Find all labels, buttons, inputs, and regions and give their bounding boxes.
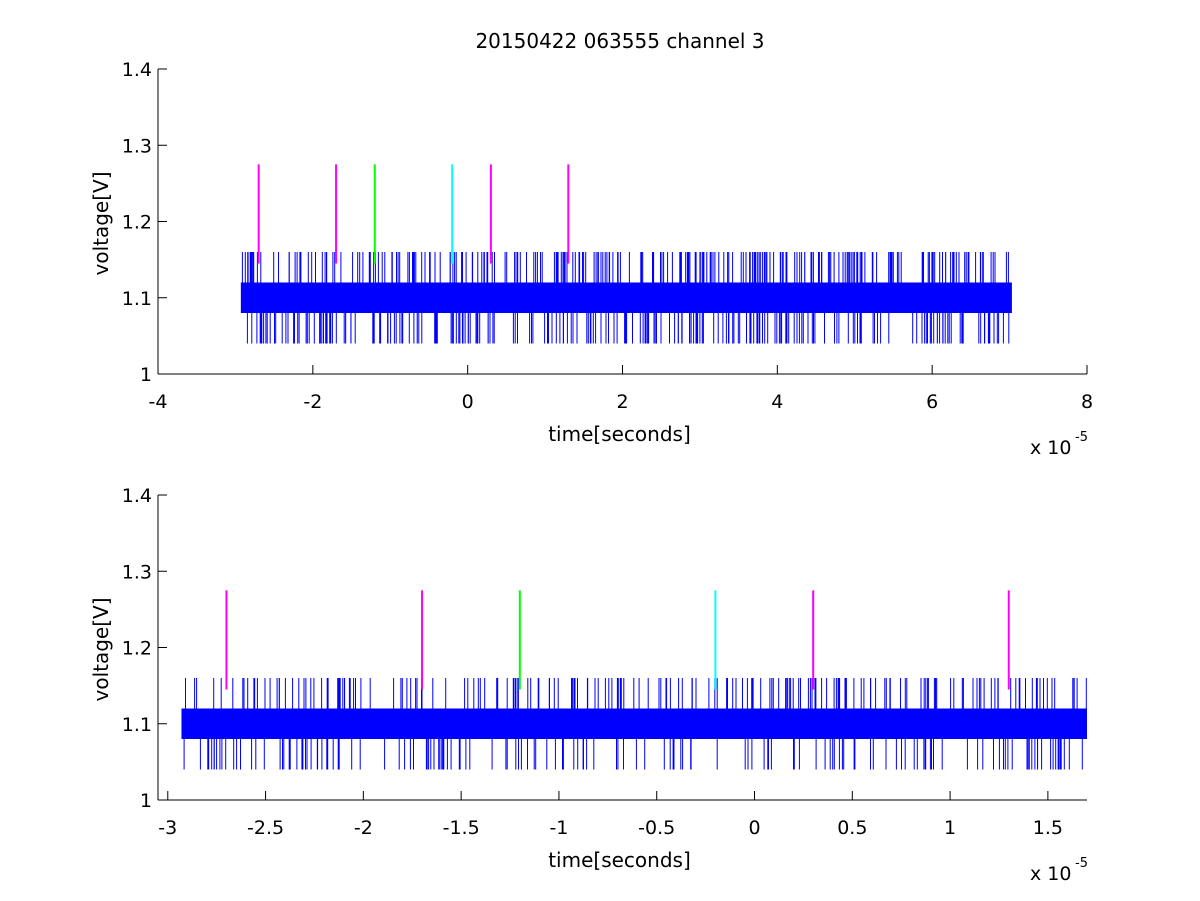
bottom-signal-band <box>181 708 1087 739</box>
top-x-multiplier: x 10 <box>1030 437 1071 459</box>
top-x-tick-label: 4 <box>771 391 783 413</box>
top-x-tick-label: 8 <box>1081 391 1093 413</box>
top-y-axis-label: voltage[V] <box>89 171 113 275</box>
bottom-x-tick-label: 0.5 <box>837 817 867 839</box>
top-x-tick-label: 2 <box>616 391 628 413</box>
bottom-y-axis-label: voltage[V] <box>89 597 113 701</box>
top-x-multiplier-exponent: -5 <box>1075 430 1088 445</box>
top-x-tick-label: -4 <box>149 391 168 413</box>
bottom-subplot: 1 1.1 1.2 1.3 1.4 -3 -2.5 -2 -1.5 -1 -0.5 0 0.5 1 1.5 t… <box>89 485 1088 885</box>
bottom-y-tick-label: 1.4 <box>122 485 152 507</box>
bottom-x-tick-label: -1 <box>549 817 568 839</box>
bottom-y-tick-label: 1.3 <box>122 561 152 583</box>
bottom-x-multiplier: x 10 <box>1030 863 1071 885</box>
bottom-x-tick-label: -3 <box>158 817 177 839</box>
top-y-tick-label: 1.1 <box>122 288 152 310</box>
bottom-x-tick-label: -2.5 <box>247 817 284 839</box>
bottom-y-tick-label: 1.1 <box>122 714 152 736</box>
bottom-y-tick-label: 1 <box>140 790 152 812</box>
bottom-x-tick-label: 1.5 <box>1033 817 1063 839</box>
bottom-x-multiplier-exponent: -5 <box>1075 856 1088 871</box>
top-x-tick-label: 0 <box>462 391 474 413</box>
top-subplot: 1 1.1 1.2 1.3 1.4 -4 -2 0 2 4 6 8 time[seconds] volta… <box>89 59 1093 459</box>
bottom-x-axis-label: time[seconds] <box>548 848 691 872</box>
top-y-tick-label: 1 <box>140 364 152 386</box>
top-x-axis-label: time[seconds] <box>548 422 691 446</box>
top-y-tick-label: 1.4 <box>122 59 152 81</box>
bottom-x-tick-label: 1 <box>944 817 956 839</box>
bottom-x-tick-label: -1.5 <box>443 817 480 839</box>
bottom-signal-spikes <box>183 678 1087 770</box>
bottom-x-tick-label: -2 <box>354 817 373 839</box>
bottom-signal-trace <box>181 678 1087 770</box>
figure-title: 20150422 063555 channel 3 <box>475 29 764 53</box>
bottom-x-tick-label: -0.5 <box>638 817 675 839</box>
top-x-tick-label: 6 <box>926 391 938 413</box>
top-signal-trace <box>240 252 1012 344</box>
top-y-tick-label: 1.2 <box>122 212 152 234</box>
top-signal-spikes <box>241 252 1010 344</box>
bottom-x-tick-label: 0 <box>748 817 760 839</box>
top-y-tick-label: 1.3 <box>122 135 152 157</box>
top-x-tick-label: -2 <box>303 391 322 413</box>
top-signal-band <box>240 282 1012 313</box>
bottom-y-tick-label: 1.2 <box>122 638 152 660</box>
